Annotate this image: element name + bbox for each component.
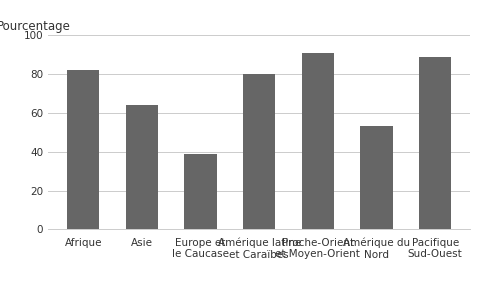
Bar [67,70,99,229]
Text: Pourcentage: Pourcentage [0,20,71,33]
Bar [302,53,334,229]
Bar [126,105,158,229]
Bar [243,74,276,229]
Bar [419,57,451,229]
Bar [184,154,216,229]
Bar [360,126,393,229]
